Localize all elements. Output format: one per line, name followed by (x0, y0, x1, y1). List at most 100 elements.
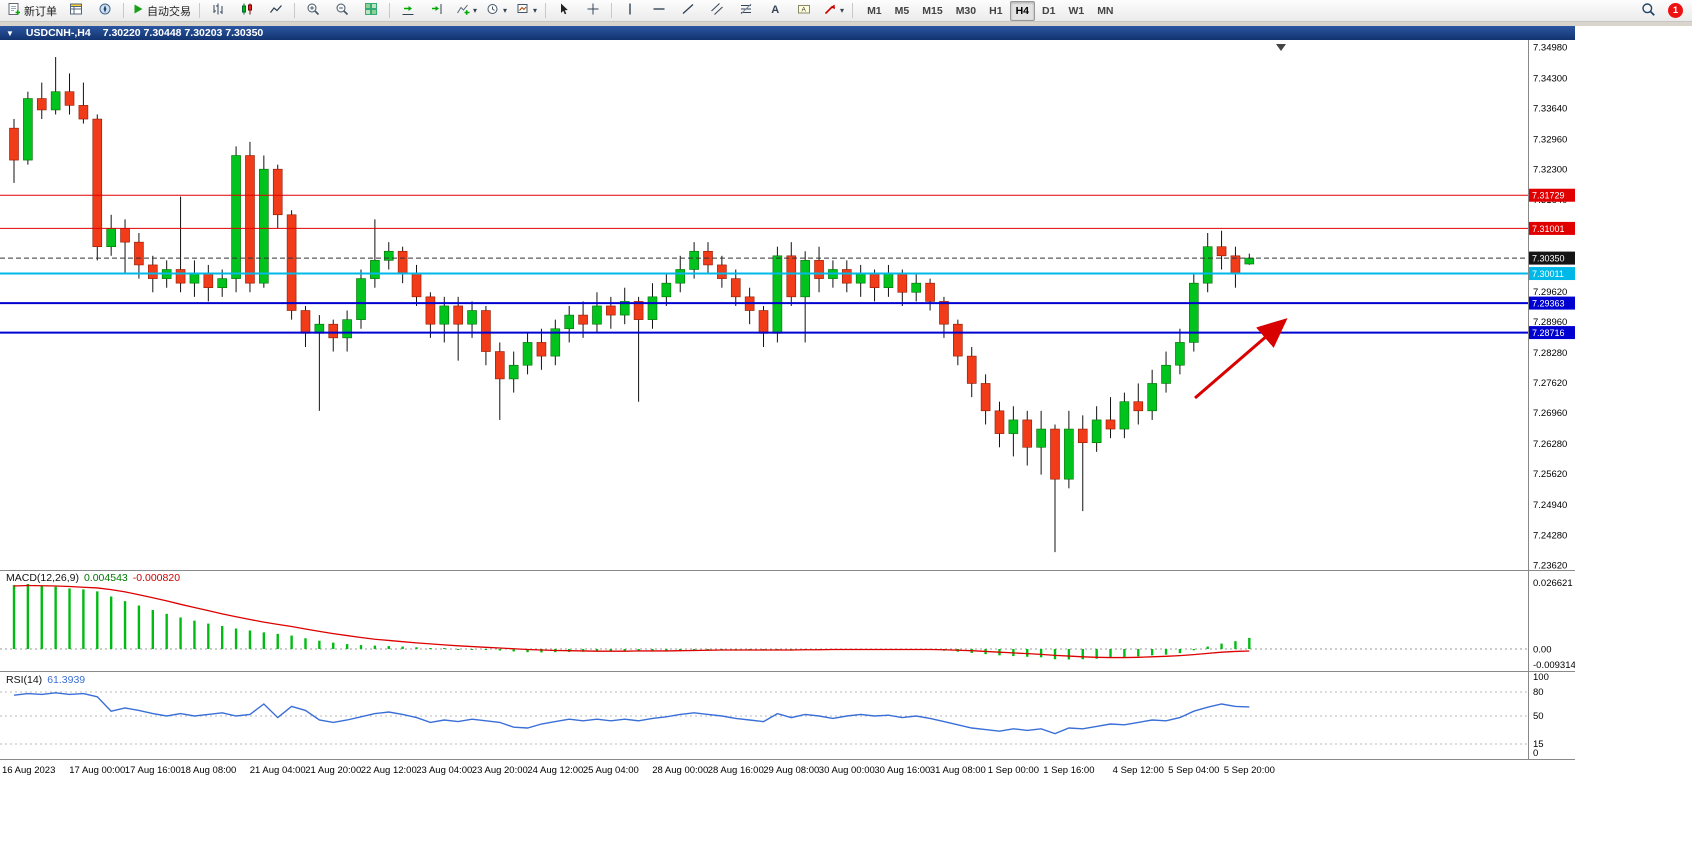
candle-body (814, 260, 824, 279)
candle-body (1147, 383, 1157, 412)
horizontal-line-icon (652, 2, 666, 19)
candle-body (203, 273, 214, 289)
fibonacci-icon (739, 2, 753, 19)
price-badge-text: 7.31729 (1532, 191, 1565, 201)
macd-panel: 0.026621 0.00 -0.009314 (0, 570, 1576, 672)
timeframe-button-M30[interactable]: M30 (955, 4, 977, 17)
candle-body (578, 314, 588, 325)
time-axis-label: 21 Aug 20:00 (305, 765, 362, 776)
templates-icon (516, 2, 530, 19)
candle-body (1008, 419, 1019, 434)
bar-chart-button[interactable] (204, 0, 232, 22)
navigator-button[interactable] (91, 0, 119, 22)
cursor-button[interactable] (550, 0, 578, 22)
price-axis-tick: 7.27620 (1533, 378, 1567, 389)
toolbar-separator (294, 3, 295, 18)
text-label-tool-button[interactable]: A (790, 0, 818, 22)
candle-body (370, 260, 380, 279)
rsi-canvas[interactable]: 100 80 50 150 (0, 672, 1575, 759)
price-axis-tick: 7.24940 (1533, 500, 1567, 511)
candlestick-chart-icon (240, 2, 254, 19)
timeframe-button-H1[interactable]: H1 (989, 4, 1003, 17)
market-watch-button[interactable] (62, 0, 90, 22)
macd-signal-line (13, 584, 1250, 659)
timeframe-button-D1[interactable]: D1 (1042, 4, 1056, 17)
candle-body (231, 155, 241, 279)
candle-body (148, 264, 158, 279)
price-axis-tick: 7.34980 (1533, 43, 1567, 54)
candle-body (23, 98, 33, 161)
new-order-button[interactable]: 新订单 (3, 0, 61, 22)
toolbar-separator (123, 3, 124, 18)
timeframe-button-MN[interactable]: MN (1097, 4, 1114, 17)
candle-body (411, 273, 422, 298)
candle-body (481, 310, 491, 352)
time-axis-label: 16 Aug 2023 (2, 765, 56, 776)
chart-shift-button[interactable] (423, 0, 451, 22)
zoom-out-icon (335, 2, 349, 19)
candle-body (592, 305, 602, 325)
candle-body (106, 228, 116, 247)
periods-button[interactable]: ▾ (482, 0, 511, 22)
rsi-panel: 100 80 50 15 0 (0, 672, 1575, 760)
candle-body (1091, 419, 1102, 444)
rsi-line (13, 692, 1250, 735)
price-badge-text: 7.29363 (1532, 299, 1565, 309)
vertical-line-tool-button[interactable] (616, 0, 644, 22)
rsi-axis-label: 100 (1533, 672, 1549, 683)
time-axis[interactable]: 16 Aug 2023 17 Aug 00:00 17 Aug 16:00 18 Au… (0, 760, 1575, 786)
candle-body (730, 278, 741, 298)
candle-body (675, 269, 686, 284)
trendline-tool-button[interactable] (674, 0, 702, 22)
fibonacci-tool-button[interactable] (732, 0, 760, 22)
candle-body (994, 410, 1005, 434)
search-button[interactable] (1634, 0, 1662, 22)
price-chart-canvas[interactable]: 7.349807.343007.336407.329607.323007.316… (0, 40, 1575, 571)
macd-canvas[interactable]: 0.026621 0.00 -0.009314 (0, 571, 1576, 671)
candle-body (9, 127, 19, 161)
trend-arrow-object[interactable] (1194, 318, 1288, 400)
price-badge (1529, 326, 1575, 340)
time-axis-label: 22 Aug 12:00 (360, 765, 417, 776)
price-chart-panel: 7.349807.343007.336407.329607.323007.316… (0, 40, 1575, 571)
timeframe-button-H4[interactable]: H4 (1009, 0, 1035, 21)
timeframe-button-M5[interactable]: M5 (894, 4, 910, 17)
text-tool-button[interactable]: A (761, 0, 789, 22)
timeframe-button-M1[interactable]: M1 (867, 4, 882, 17)
crosshair-button[interactable] (579, 0, 607, 22)
arrows-tool-button[interactable]: ▾ (819, 0, 848, 22)
candle-body (619, 301, 630, 316)
timeframe-button-W1[interactable]: W1 (1068, 4, 1085, 17)
zoom-in-button[interactable] (299, 0, 327, 22)
bar-chart-icon (211, 2, 225, 19)
zoom-out-button[interactable] (328, 0, 356, 22)
price-badge (1529, 188, 1575, 202)
candle-body (467, 310, 477, 325)
notification-badge[interactable]: 1 (1668, 3, 1683, 18)
chart-shift-icon (430, 2, 444, 19)
templates-button[interactable]: ▾ (512, 0, 541, 22)
price-axis-tick: 7.26280 (1533, 439, 1567, 450)
tile-windows-button[interactable] (357, 0, 385, 22)
timeframe-button-M15[interactable]: M15 (922, 4, 943, 17)
indicators-button[interactable]: ▾ (452, 0, 481, 22)
price-axis-tick: 7.24280 (1533, 530, 1567, 541)
candlestick-chart-button[interactable] (233, 0, 261, 22)
rsi-axis-label: 15 (1533, 739, 1544, 750)
candle-body (1022, 419, 1033, 448)
rsi-indicator-label: RSI(14) 61.3939 (6, 674, 85, 686)
auto-scroll-button[interactable] (394, 0, 422, 22)
candle-body (939, 301, 949, 325)
search-icon (1641, 2, 1656, 20)
timeframe-buttons: M1 M5 M15 M30 H1 H4 D1 W1 MN (861, 0, 1119, 21)
candle-body (689, 250, 699, 270)
autotrading-button[interactable]: 自动交易 (128, 0, 195, 22)
chart-window-titlebar[interactable]: ▼ USDCNH-,H4 7.30220 7.30448 7.30203 7.3… (0, 26, 1575, 40)
line-chart-button[interactable] (262, 0, 290, 22)
channel-tool-button[interactable] (703, 0, 731, 22)
horizontal-line-tool-button[interactable] (645, 0, 673, 22)
price-axis-tick: 7.23620 (1533, 560, 1567, 570)
candle-body (980, 383, 991, 412)
candle-body (661, 282, 672, 298)
macd-signal-value: -0.000820 (132, 572, 181, 584)
